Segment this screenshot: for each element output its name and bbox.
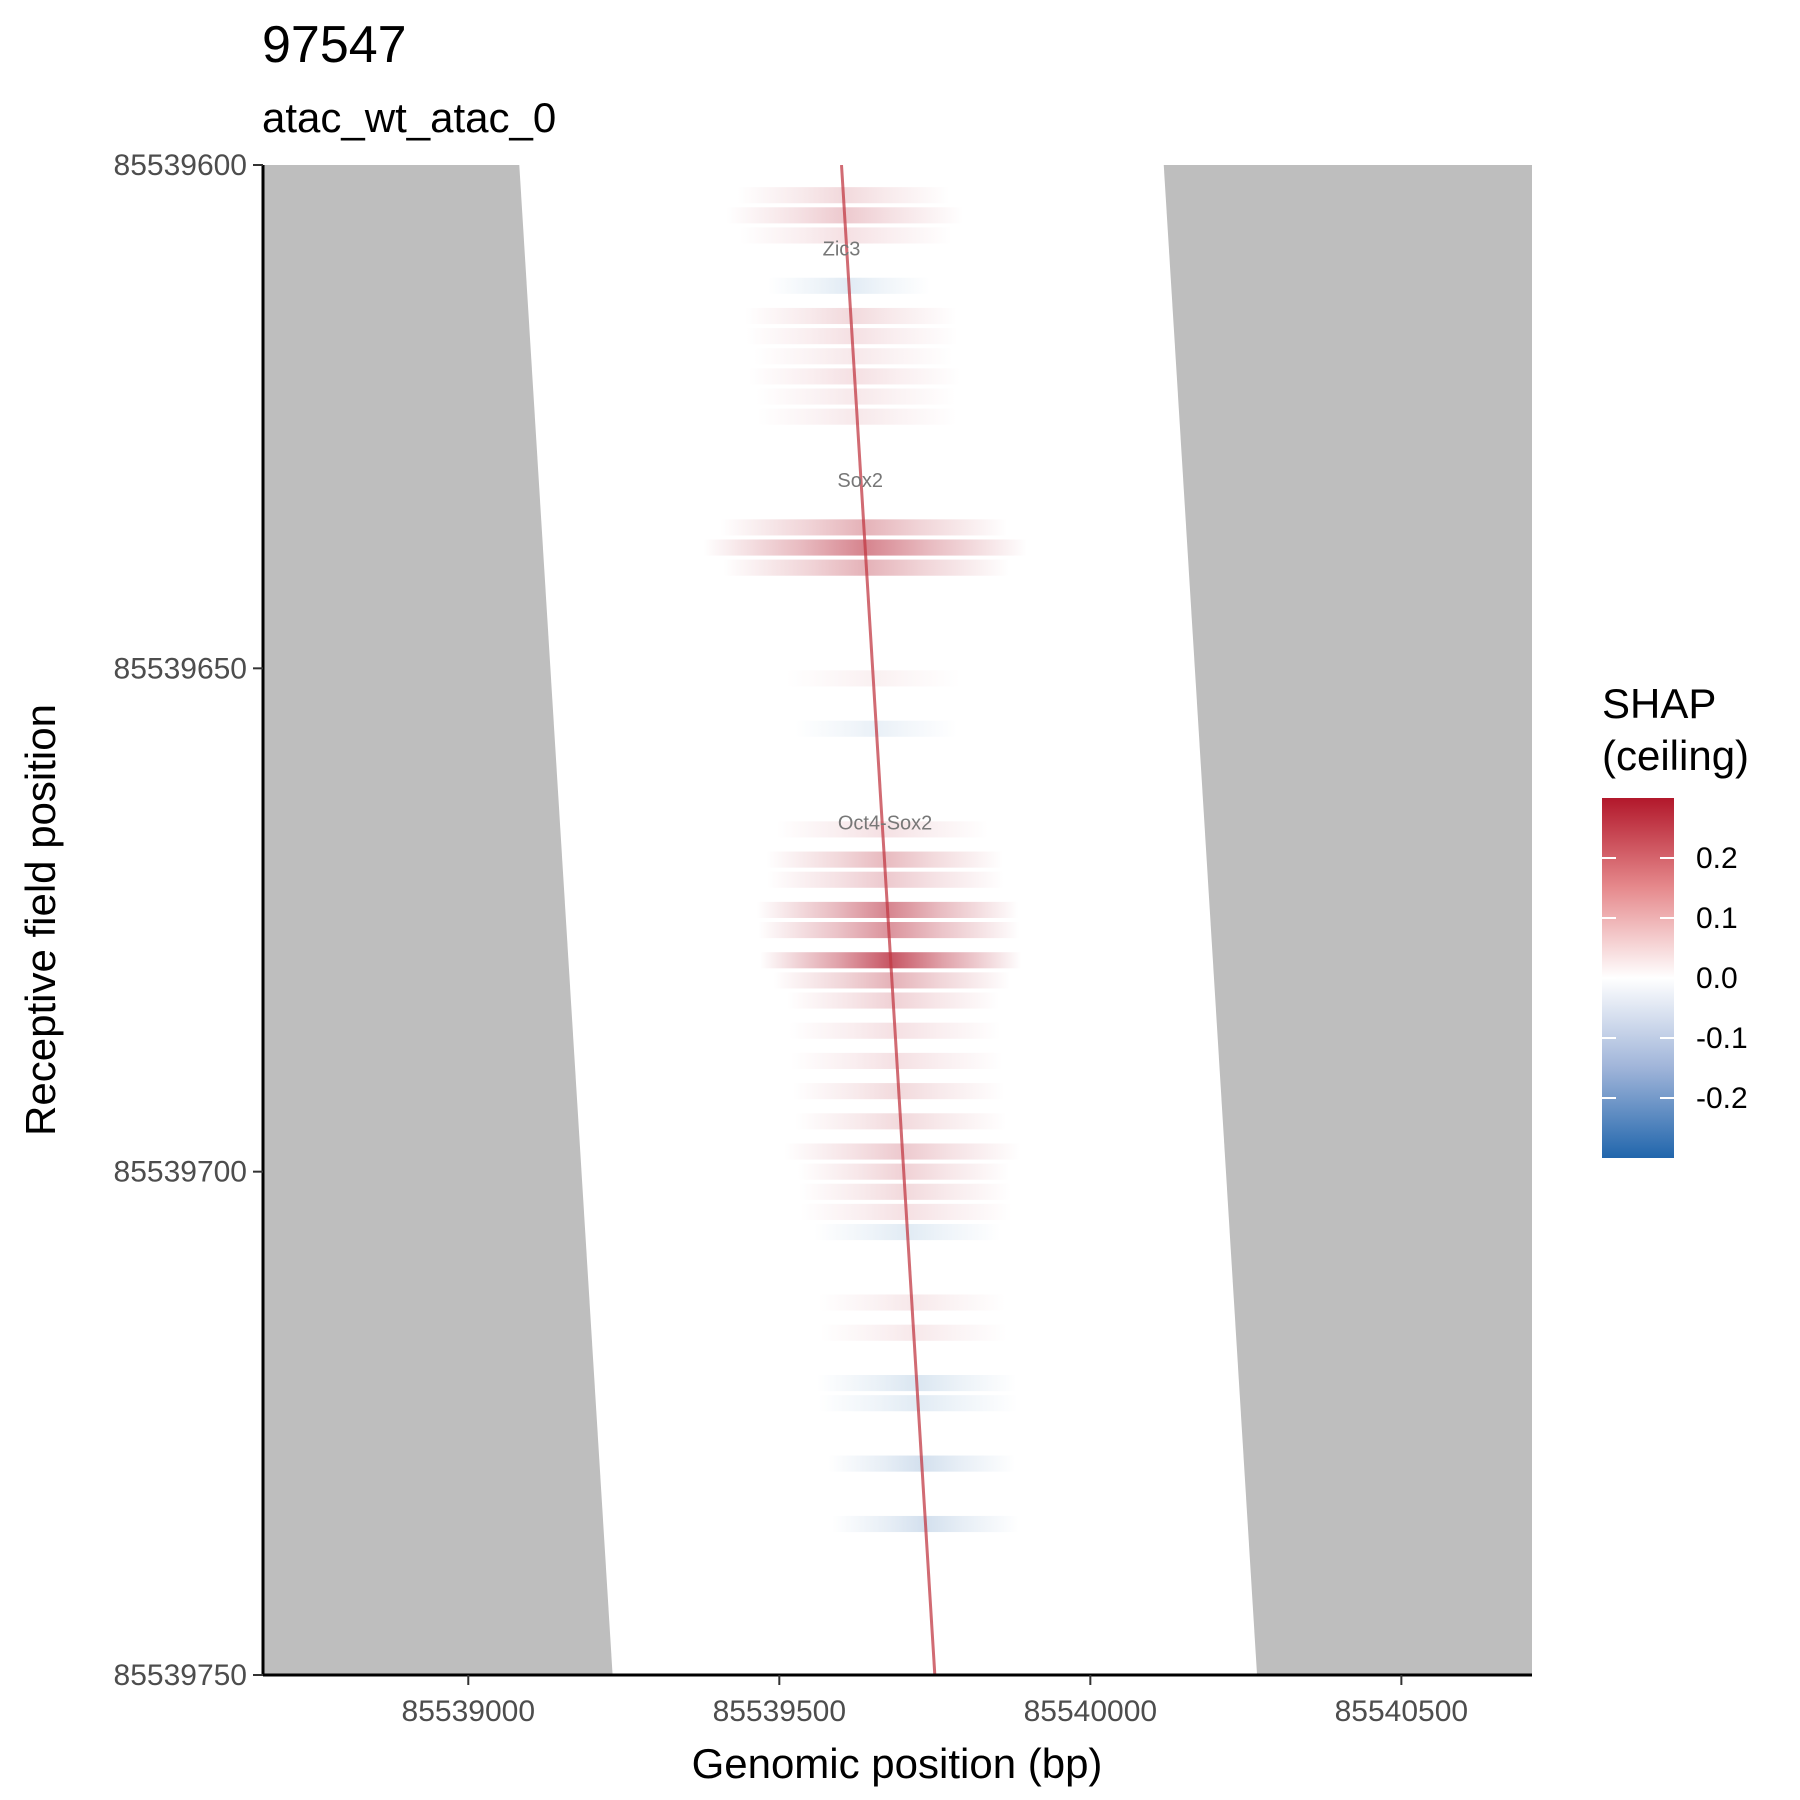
legend-title-line-2: (ceiling): [1602, 732, 1749, 779]
y-tick-label: 85539600: [114, 149, 247, 182]
chart-subtitle: atac_wt_atac_0: [262, 94, 556, 141]
legend-tick-label: 0.1: [1696, 902, 1738, 935]
legend-ticks: 0.2 0.1 0.0 -0.1 -0.2: [1602, 842, 1748, 1115]
chart-title: 97547: [262, 16, 407, 74]
legend-tick-label: 0.2: [1696, 842, 1738, 875]
x-tick-label: 85540000: [1024, 1695, 1157, 1728]
legend-tick-label: -0.1: [1696, 1022, 1748, 1055]
x-tick-label: 85539000: [402, 1695, 535, 1728]
motif-label: Oct4-Sox2: [838, 812, 932, 834]
legend-tick-label: 0.0: [1696, 962, 1738, 995]
motif-label: Zic3: [823, 239, 861, 261]
x-tick-label: 85539500: [713, 1695, 846, 1728]
y-tick-label: 85539700: [114, 1156, 247, 1189]
motif-label: Sox2: [837, 470, 883, 492]
plot-panel: Zic3 Sox2 Oct4-Sox2: [263, 165, 1532, 1675]
x-axis-title: Genomic position (bp): [692, 1740, 1103, 1787]
motif-annotations: Zic3 Sox2 Oct4-Sox2: [823, 239, 933, 835]
axes: 85539000 85539500 85540000 85540500 8553960…: [114, 149, 1532, 1728]
y-tick-label: 85539650: [114, 652, 247, 685]
diagonal-trace: [840, 165, 937, 1675]
y-axis-title: Receptive field position: [17, 704, 64, 1136]
y-tick-label: 85539750: [114, 1659, 247, 1692]
receptive-field-window: [519, 165, 1258, 1675]
color-legend: SHAP (ceiling) 0.2 0.1 0.0 -0.1 -0.2: [1602, 680, 1749, 1158]
y-axis-ticks: 85539600 85539650 85539700 85539750: [114, 149, 263, 1692]
shap-bands: [703, 187, 1027, 1533]
legend-tick-label: -0.2: [1696, 1082, 1748, 1115]
x-tick-label: 85540500: [1335, 1695, 1468, 1728]
x-axis-ticks: 85539000 85539500 85540000 85540500: [402, 1675, 1468, 1728]
legend-title-line-1: SHAP: [1602, 680, 1716, 727]
